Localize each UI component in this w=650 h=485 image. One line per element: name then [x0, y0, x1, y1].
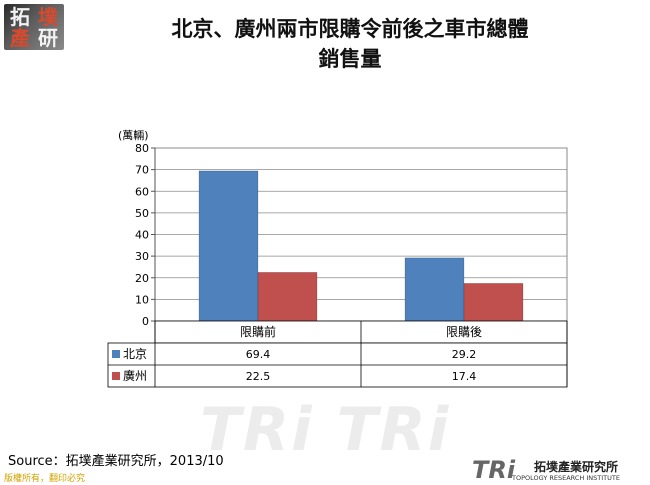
bar [404, 257, 465, 322]
brand-name-cn: 拓墣產業研究所 [534, 460, 619, 474]
bar [198, 170, 259, 322]
title-line-1: 北京、廣州兩市限購令前後之車市總體 [171, 16, 529, 41]
data-value: 17.4 [452, 370, 477, 383]
logo-char: 研 [38, 26, 58, 50]
y-tick-label: 70 [135, 164, 149, 177]
logo-char: 拓 [10, 5, 30, 29]
y-tick-label: 40 [135, 229, 149, 242]
data-value: 69.4 [246, 348, 271, 361]
y-axis-unit: (萬輛) [118, 129, 149, 142]
title-line-2: 銷售量 [318, 46, 382, 71]
y-tick-label: 50 [135, 207, 149, 220]
source-note: Source：拓墣產業研究所，2013/10 [8, 454, 224, 469]
category-label: 限購後 [446, 325, 482, 339]
page-title: 北京、廣州兩市限購令前後之車市總體 銷售量 [90, 14, 610, 74]
y-tick-label: 0 [142, 315, 149, 328]
bar [463, 283, 524, 322]
bar [257, 272, 318, 322]
legend-swatch [112, 350, 120, 358]
y-tick-label: 10 [135, 293, 149, 306]
legend-label: 北京 [123, 347, 147, 361]
category-label: 限購前 [240, 324, 276, 339]
legend-swatch [112, 372, 120, 380]
y-tick-label: 30 [135, 250, 149, 263]
data-value: 29.2 [452, 348, 477, 361]
y-tick-label: 80 [135, 142, 149, 155]
copyright-note: 版權所有，翻印必究 [4, 474, 86, 484]
legend-label: 廣州 [123, 369, 147, 383]
y-tick-label: 20 [135, 272, 149, 285]
brand-tri-mark: TRi [472, 456, 516, 484]
brand-name-en: TOPOLOGY RESEARCH INSTITUTE [512, 474, 620, 482]
y-tick-label: 60 [135, 185, 149, 198]
logo-char: 墣 [38, 5, 58, 29]
logo-char: 產 [10, 26, 30, 50]
data-value: 22.5 [246, 370, 271, 383]
logo: 拓 墣 產 研 [4, 4, 64, 50]
